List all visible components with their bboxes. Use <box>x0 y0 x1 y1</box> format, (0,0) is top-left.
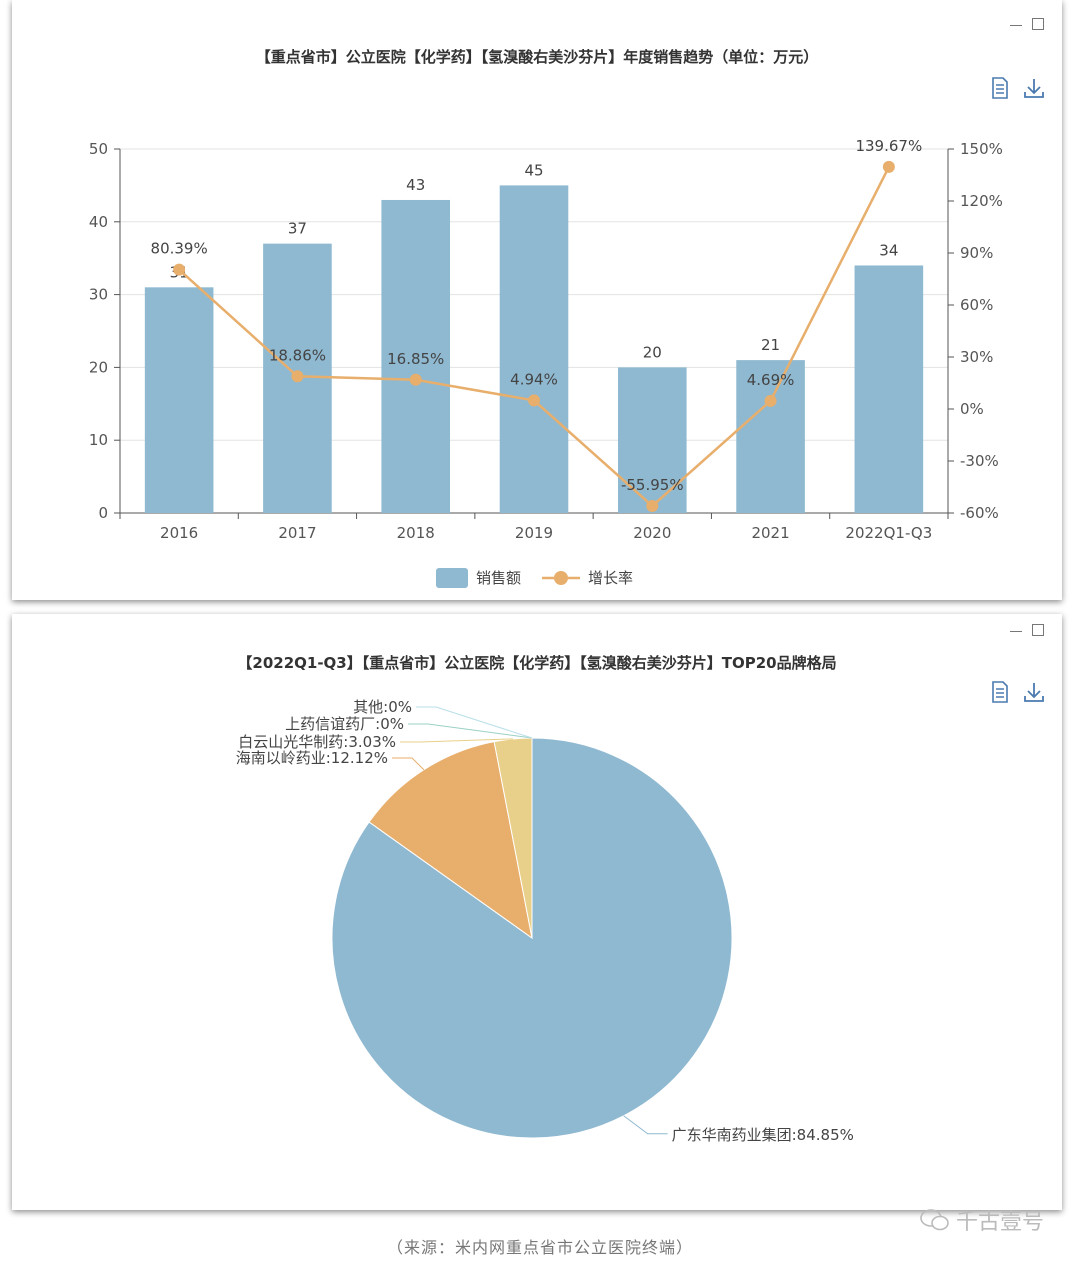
x-tick-label: 2018 <box>397 524 435 542</box>
growth-rate-label: 16.85% <box>387 350 444 368</box>
x-tick-label: 2021 <box>751 524 789 542</box>
bar-data-label: 21 <box>761 336 780 354</box>
source-note: （来源：米内网重点省市公立医院终端） <box>386 1238 693 1257</box>
growth-rate-point <box>528 394 540 407</box>
x-tick-label: 2016 <box>160 524 198 542</box>
pie-slice-label: 上药信谊药厂:0% <box>285 715 404 733</box>
legend-line-marker <box>554 571 568 585</box>
document-icon[interactable] <box>988 76 1012 100</box>
y2-tick-label: 90% <box>960 244 993 262</box>
pie-slice-label: 其他:0% <box>353 698 412 716</box>
bar <box>736 360 805 513</box>
legend-label: 销售额 <box>476 569 521 587</box>
pie-chart: 广东华南药业集团:84.85% 海南以岭药业:12.12%白云山光华制药:3.03… <box>236 698 854 1144</box>
growth-rate-point <box>291 370 304 383</box>
x-tick-label: 2019 <box>515 524 553 542</box>
growth-rate-label: 4.94% <box>510 370 558 388</box>
bar <box>381 199 451 513</box>
growth-rate-label: 4.69% <box>747 371 795 389</box>
wechat-icon <box>920 1209 949 1231</box>
window-controls <box>1010 18 1044 30</box>
y-tick-label: 50 <box>89 140 108 158</box>
pie-slice-label: 广东华南药业集团:84.85% <box>672 1126 854 1144</box>
y-tick-label: 20 <box>89 358 108 376</box>
bar <box>617 367 687 513</box>
growth-rate-point <box>764 394 777 407</box>
bar-data-label: 45 <box>524 161 543 179</box>
x-tick-label: 2020 <box>633 524 671 542</box>
pie-slice-label: 海南以岭药业:12.12% <box>236 749 388 767</box>
x-tick-label: 2017 <box>278 524 316 542</box>
bar-data-label: 34 <box>879 241 898 259</box>
pie-label-line <box>623 1115 668 1135</box>
minimize-icon[interactable] <box>1010 24 1022 26</box>
growth-rate-label: -55.95% <box>621 476 684 494</box>
y-tick-label: 40 <box>89 213 108 231</box>
growth-rate-label: 139.67% <box>855 137 922 155</box>
growth-rate-label: 80.39% <box>151 240 208 258</box>
y2-tick-label: 0% <box>960 400 984 418</box>
pie-label-line <box>408 723 533 739</box>
bar <box>499 185 569 513</box>
growth-rate-point <box>882 160 895 173</box>
bar <box>144 287 214 513</box>
watermark: 千古壹号 <box>920 1204 1044 1236</box>
chart-title: 【重点省市】公立医院【化学药】【氢溴酸右美沙芬片】年度销售趋势（单位：万元） <box>255 48 819 66</box>
y2-tick-label: 30% <box>960 348 993 366</box>
legend-bar-swatch <box>436 568 468 588</box>
chart-title: 【2022Q1-Q3】【重点省市】公立医院【化学药】【氢溴酸右美沙芬片】TOP2… <box>237 654 837 672</box>
bar-line-chart: 0 10 20 30 40 50 -60% -30% 0% 30% 60% 90% 120% 150% 20… <box>89 137 1003 588</box>
y-tick-label: 10 <box>89 431 108 449</box>
pie-slice <box>368 741 533 940</box>
y2-tick-label: 150% <box>960 140 1003 158</box>
bar-data-label: 43 <box>406 176 425 194</box>
y2-tick-label: -60% <box>960 504 999 522</box>
maximize-icon[interactable] <box>1032 18 1044 30</box>
download-icon[interactable] <box>1022 680 1046 704</box>
y2-tick-label: 120% <box>960 192 1003 210</box>
bar-data-label: 37 <box>288 220 307 238</box>
growth-rate-label: 18.86% <box>269 346 326 364</box>
bar-data-label: 20 <box>643 343 662 361</box>
y2-tick-label: -30% <box>960 452 999 470</box>
maximize-icon[interactable] <box>1032 624 1044 636</box>
pie-slice-label: 白云山光华制药:3.03% <box>238 733 396 751</box>
y2-tick-label: 60% <box>960 296 993 314</box>
chart-toolbox <box>988 680 1046 704</box>
bar <box>854 265 924 513</box>
document-icon[interactable] <box>988 680 1012 704</box>
legend-label: 增长率 <box>588 569 633 587</box>
sales-trend-chart-panel: 【重点省市】公立医院【化学药】【氢溴酸右美沙芬片】年度销售趋势（单位：万元） 0… <box>12 0 1062 600</box>
pie-label-line <box>400 738 514 743</box>
x-tick-label: 2022Q1-Q3 <box>845 524 932 542</box>
y-tick-label: 30 <box>89 286 108 304</box>
download-icon[interactable] <box>1022 76 1046 100</box>
brand-share-chart-panel: 【2022Q1-Q3】【重点省市】公立医院【化学药】【氢溴酸右美沙芬片】TOP2… <box>12 614 1062 1210</box>
y-tick-label: 0 <box>98 504 108 522</box>
growth-rate-point <box>409 373 422 386</box>
watermark-text: 千古壹号 <box>955 1210 1044 1235</box>
growth-rate-point <box>646 499 659 512</box>
minimize-icon[interactable] <box>1010 630 1022 632</box>
chart-toolbox <box>988 76 1046 100</box>
pie-label-line <box>392 757 425 771</box>
window-controls <box>1010 624 1044 636</box>
pie-label-line <box>416 706 533 739</box>
growth-rate-point <box>173 263 186 276</box>
